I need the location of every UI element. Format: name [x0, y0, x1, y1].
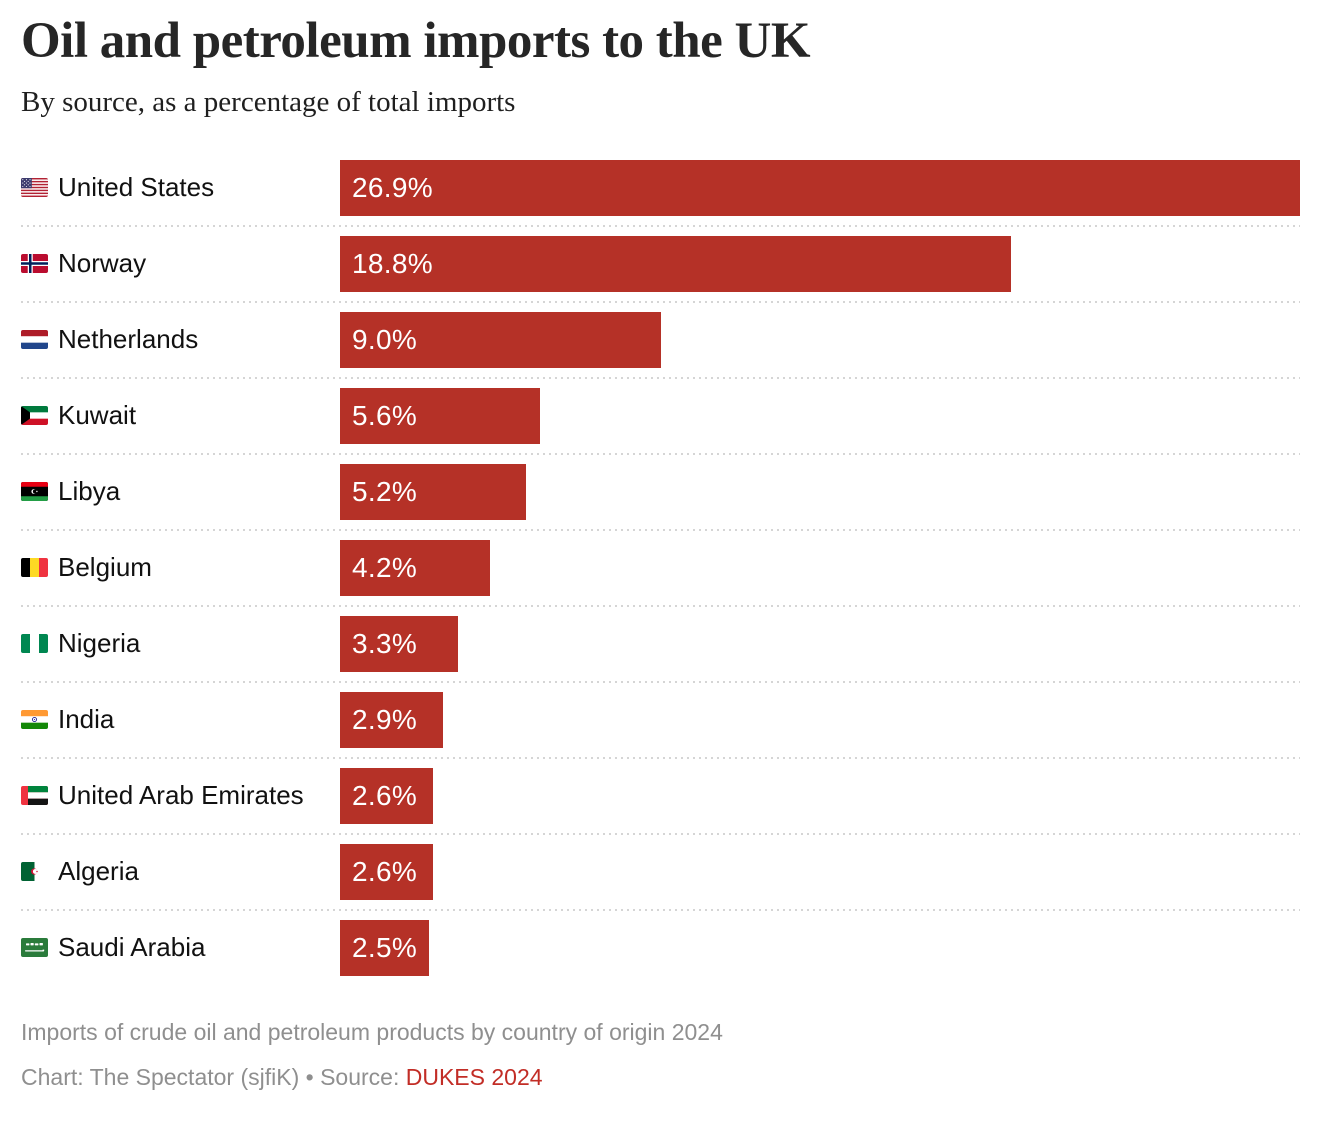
belgium-flag-icon — [21, 558, 48, 578]
country-label-cell: United Arab Emirates — [21, 780, 340, 811]
bar-value-label: 3.3% — [352, 627, 418, 659]
bar-value-label: 4.2% — [352, 551, 418, 583]
country-label-cell: Libya — [21, 476, 340, 507]
country-label-cell: Netherlands — [21, 324, 340, 355]
bar-cell: 2.5% — [340, 919, 1300, 976]
united-states-flag-icon — [21, 178, 48, 198]
bar: 5.2% — [340, 463, 526, 520]
algeria-flag-icon — [21, 862, 48, 882]
saudi-arabia-flag-icon — [21, 938, 48, 958]
bar-cell: 2.9% — [340, 691, 1300, 748]
chart-row: Netherlands 9.0% — [21, 302, 1300, 379]
bar-cell: 3.3% — [340, 615, 1300, 672]
bar-value-label: 9.0% — [352, 323, 418, 355]
chart-row: India 2.9% — [21, 682, 1300, 759]
india-flag-icon — [21, 710, 48, 730]
bar-cell: 5.6% — [340, 387, 1300, 444]
credit-text: Chart: The Spectator (sjfiK) • Source: — [21, 1063, 406, 1090]
chart-title: Oil and petroleum imports to the UK — [21, 13, 811, 69]
bar-value-label: 5.2% — [352, 475, 418, 507]
chart-row: Libya 5.2% — [21, 454, 1300, 531]
nigeria-flag-icon — [21, 634, 48, 654]
bar: 2.6% — [340, 843, 433, 900]
country-label-cell: Norway — [21, 248, 340, 279]
chart-row: Belgium 4.2% — [21, 530, 1300, 607]
country-name: Algeria — [58, 856, 139, 887]
bar: 26.9% — [340, 159, 1300, 216]
bar-value-label: 5.6% — [352, 399, 418, 431]
country-label-cell: United States — [21, 172, 340, 203]
bar-cell: 2.6% — [340, 843, 1300, 900]
chart-row: Nigeria 3.3% — [21, 606, 1300, 683]
united-arab-emirates-flag-icon — [21, 786, 48, 806]
country-label-cell: Kuwait — [21, 400, 340, 431]
country-label-cell: Belgium — [21, 552, 340, 583]
bar-value-label: 2.5% — [352, 931, 418, 963]
country-name: United States — [58, 172, 215, 203]
bar: 5.6% — [340, 387, 540, 444]
bar-cell: 2.6% — [340, 767, 1300, 824]
libya-flag-icon — [21, 482, 48, 502]
chart-row: Algeria 2.6% — [21, 834, 1300, 911]
country-name: Kuwait — [58, 400, 137, 431]
kuwait-flag-icon — [21, 406, 48, 426]
country-name: Saudi Arabia — [58, 932, 206, 963]
bar-value-label: 2.9% — [352, 703, 418, 735]
chart-row: Saudi Arabia 2.5% — [21, 910, 1300, 986]
bar-cell: 9.0% — [340, 311, 1300, 368]
chart-row: Norway 18.8% — [21, 226, 1300, 303]
country-name: Nigeria — [58, 628, 141, 659]
country-name: Belgium — [58, 552, 152, 583]
bar-value-label: 2.6% — [352, 855, 418, 887]
bar: 4.2% — [340, 539, 490, 596]
bar-value-label: 2.6% — [352, 779, 418, 811]
country-label-cell: Saudi Arabia — [21, 932, 340, 963]
bar: 2.9% — [340, 691, 444, 748]
bar-chart: United States 26.9% Norway 18.8% — [21, 150, 1300, 986]
bar: 18.8% — [340, 235, 1011, 292]
bar: 2.6% — [340, 767, 433, 824]
country-label-cell: Algeria — [21, 856, 340, 887]
source-link[interactable]: DUKES 2024 — [405, 1063, 543, 1090]
chart-credit: Chart: The Spectator (sjfiK) • Source: D… — [21, 1064, 1300, 1091]
country-name: Netherlands — [58, 324, 199, 355]
bar-value-label: 26.9% — [352, 171, 433, 203]
chart-row: United States 26.9% — [21, 150, 1300, 227]
bar: 3.3% — [340, 615, 458, 672]
bar-value-label: 18.8% — [352, 247, 433, 279]
chart-subtitle: By source, as a percentage of total impo… — [21, 85, 516, 118]
country-label-cell: Nigeria — [21, 628, 340, 659]
bar-cell: 5.2% — [340, 463, 1300, 520]
chart-row: United Arab Emirates 2.6% — [21, 758, 1300, 835]
bar: 2.5% — [340, 919, 430, 976]
norway-flag-icon — [21, 254, 48, 274]
chart-note: Imports of crude oil and petroleum produ… — [21, 1018, 723, 1045]
chart-row: Kuwait 5.6% — [21, 378, 1300, 455]
country-label-cell: India — [21, 704, 340, 735]
country-name: United Arab Emirates — [58, 780, 304, 811]
bar: 9.0% — [340, 311, 662, 368]
country-name: Norway — [58, 248, 147, 279]
country-name: Libya — [58, 476, 121, 507]
netherlands-flag-icon — [21, 330, 48, 350]
bar-cell: 18.8% — [340, 235, 1300, 292]
bar-cell: 26.9% — [340, 159, 1300, 216]
bar-cell: 4.2% — [340, 539, 1300, 596]
country-name: India — [58, 704, 115, 735]
